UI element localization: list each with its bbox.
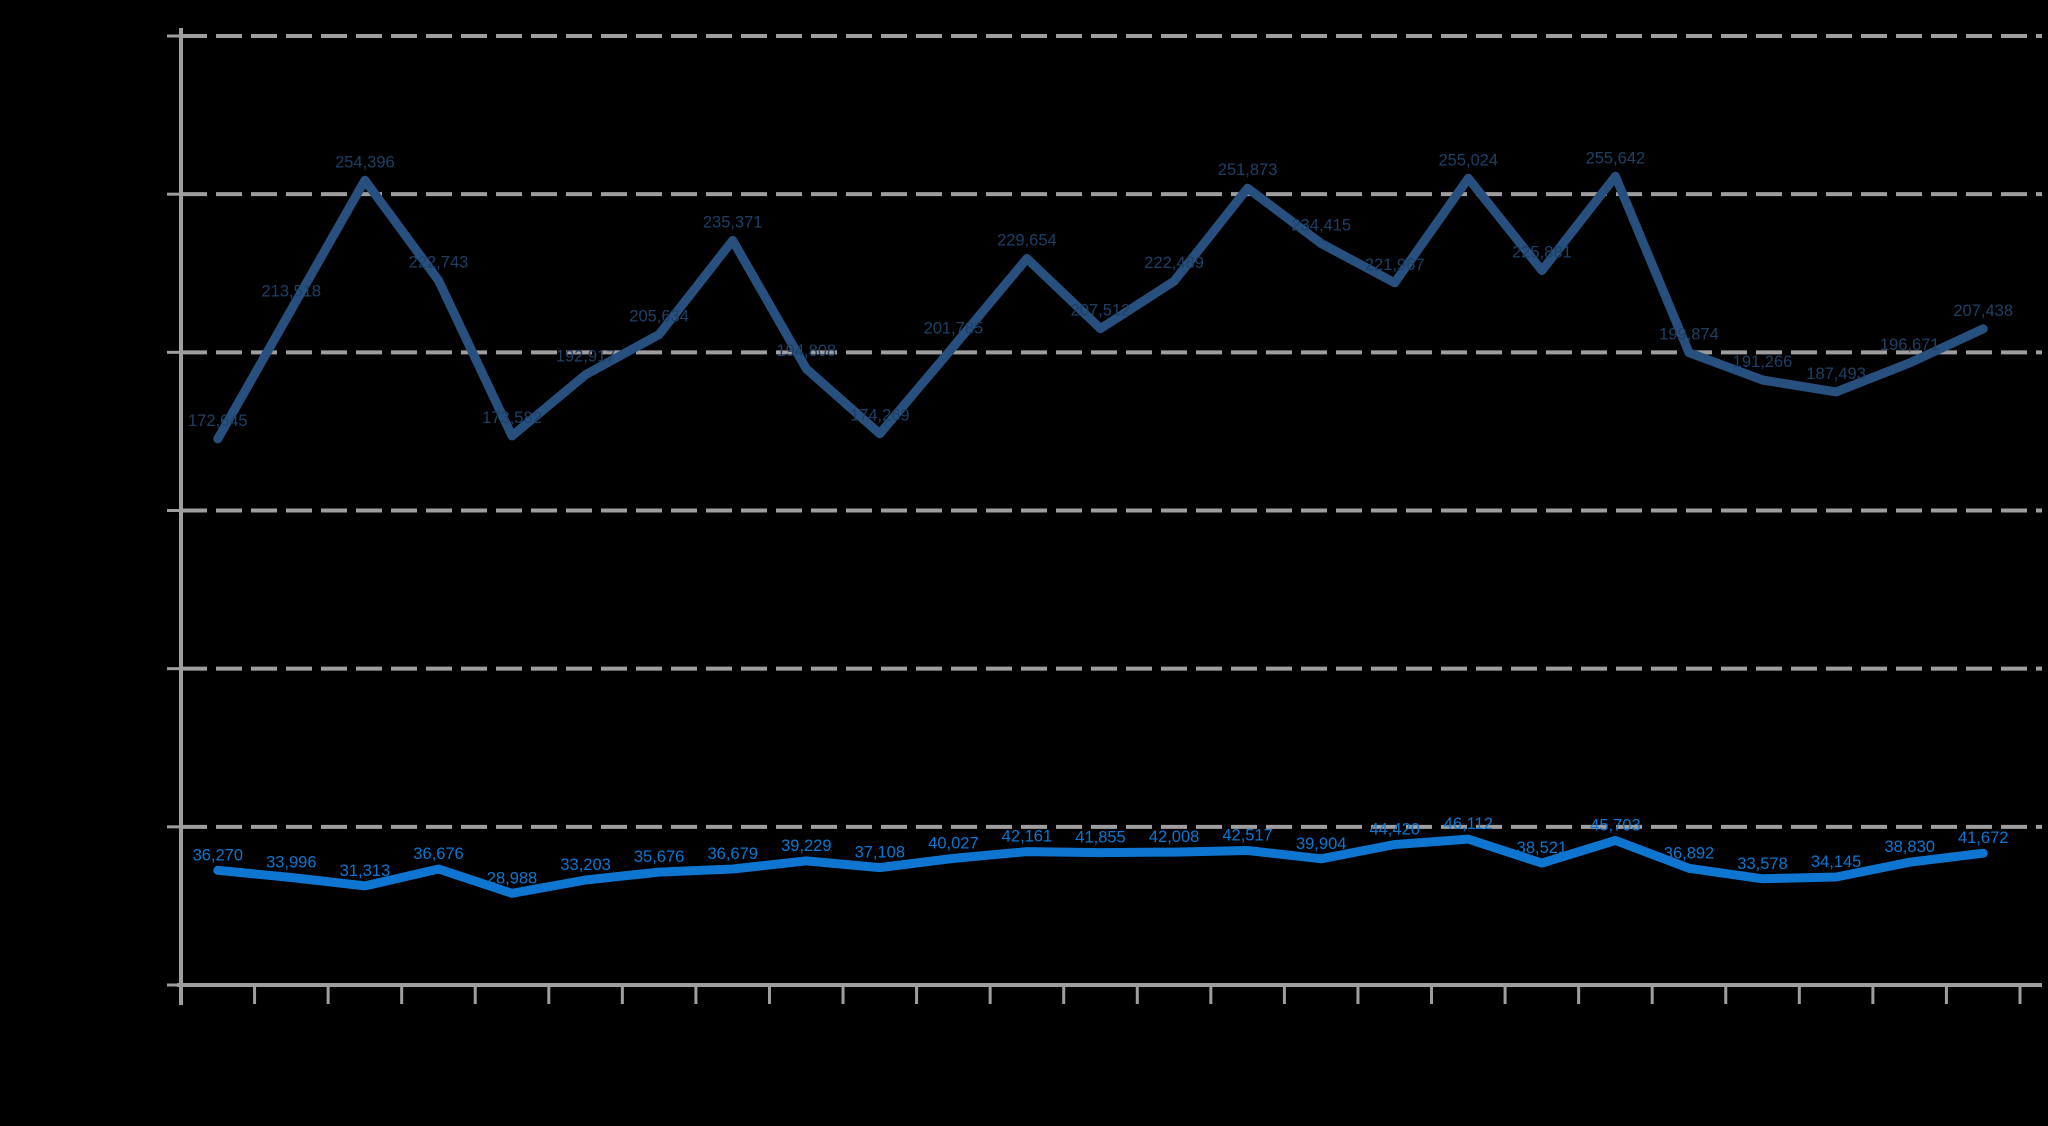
lower-bright-blue-series-data-label: 34,145 <box>1811 853 1861 871</box>
lower-bright-blue-series-data-label: 42,008 <box>1149 828 1199 846</box>
upper-dark-navy-series-data-label: 222,743 <box>409 253 469 271</box>
lower-bright-blue-series-data-label: 31,313 <box>340 862 390 880</box>
upper-dark-navy-series-data-label: 201,785 <box>924 320 984 338</box>
upper-dark-navy-series-data-label: 207,438 <box>1953 302 2013 320</box>
lower-bright-blue-series-data-label: 35,676 <box>634 848 684 866</box>
upper-dark-navy-series-data-label: 254,396 <box>335 153 395 171</box>
upper-dark-navy-series-data-label: 235,371 <box>703 213 763 231</box>
upper-dark-navy-series-data-label: 173,582 <box>482 409 542 427</box>
lower-bright-blue-series-line <box>213 834 1988 898</box>
lower-bright-blue-series-data-label: 38,521 <box>1517 839 1567 857</box>
upper-dark-navy-series-data-label: 213,518 <box>261 283 321 301</box>
upper-dark-navy-series-data-label: 229,654 <box>997 232 1057 250</box>
upper-dark-navy-series-data-label: 172,645 <box>188 412 248 430</box>
lower-bright-blue-series-data-label: 41,672 <box>1958 829 2008 847</box>
gridlines-group <box>181 34 2042 829</box>
series-group <box>213 171 1988 898</box>
upper-dark-navy-series-data-label: 205,634 <box>629 308 689 326</box>
lower-bright-blue-series-data-label: 28,988 <box>487 869 537 887</box>
lower-bright-blue-series-data-label: 42,517 <box>1222 827 1272 845</box>
lower-bright-blue-series-data-label: 46,112 <box>1444 815 1493 833</box>
upper-dark-navy-series-data-label: 192,917 <box>556 348 616 366</box>
lower-bright-blue-series-data-label: 39,229 <box>781 837 831 855</box>
lower-bright-blue-series-data-label: 36,270 <box>193 846 243 864</box>
upper-dark-navy-series-data-label: 225,881 <box>1512 244 1572 262</box>
lower-bright-blue-series-data-label: 45,703 <box>1590 816 1640 834</box>
upper-dark-navy-series-data-label: 234,415 <box>1291 217 1351 235</box>
lower-bright-blue-series-data-label: 36,892 <box>1664 844 1714 862</box>
data-labels-group: 172,645 213,518 254,396 222,743 173,582 192,9… <box>188 149 2013 887</box>
upper-dark-navy-series-data-label: 222,489 <box>1144 254 1204 272</box>
lower-bright-blue-series-data-label: 37,108 <box>855 844 905 862</box>
lower-bright-blue-series-data-label: 38,830 <box>1884 838 1934 856</box>
lower-bright-blue-series-data-label: 33,203 <box>560 856 610 874</box>
axes-group <box>167 28 2042 1005</box>
upper-dark-navy-series-data-label: 194,808 <box>776 342 836 360</box>
upper-dark-navy-series-data-label: 255,024 <box>1438 151 1498 169</box>
lower-bright-blue-series-data-label: 33,996 <box>266 854 316 872</box>
upper-dark-navy-series-line <box>213 171 1988 444</box>
lower-bright-blue-series-data-label: 40,027 <box>928 834 978 852</box>
lower-bright-blue-series-data-label: 36,679 <box>707 845 757 863</box>
lower-bright-blue-series-data-label: 44,420 <box>1369 821 1419 839</box>
upper-dark-navy-series-data-label: 255,642 <box>1586 149 1646 167</box>
upper-dark-navy-series-data-label: 251,873 <box>1218 161 1278 179</box>
upper-dark-navy-series-data-label: 187,493 <box>1806 365 1866 383</box>
upper-dark-navy-series-data-label: 199,874 <box>1659 326 1719 344</box>
upper-dark-navy-series-data-label: 191,266 <box>1733 353 1793 371</box>
lower-bright-blue-series-data-label: 39,904 <box>1296 835 1346 853</box>
upper-dark-navy-series-data-label: 196,671 <box>1880 336 1940 354</box>
upper-dark-navy-series-data-label: 207,512 <box>1071 302 1131 320</box>
lower-bright-blue-series-data-label: 36,676 <box>413 845 463 863</box>
upper-dark-navy-series-data-label: 221,967 <box>1365 256 1425 274</box>
lower-bright-blue-series-data-label: 42,161 <box>1002 828 1052 846</box>
lower-bright-blue-series-data-label: 33,578 <box>1737 855 1787 873</box>
upper-dark-navy-series-data-label: 174,269 <box>850 407 910 425</box>
lower-bright-blue-series-data-label: 41,855 <box>1075 829 1125 847</box>
